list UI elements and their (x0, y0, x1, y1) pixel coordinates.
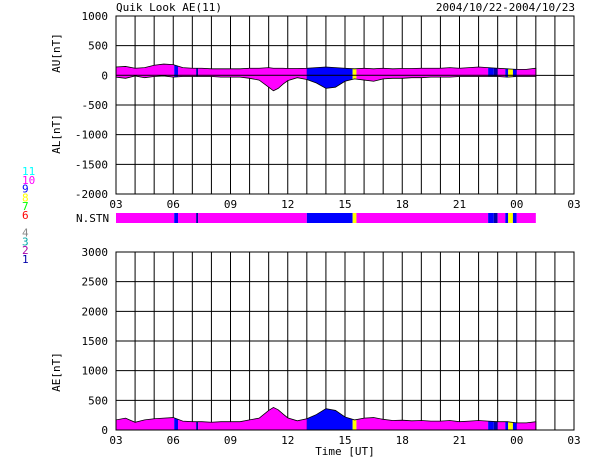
au-al-panel-grid (115, 15, 575, 195)
au-al-area-segment (508, 64, 513, 76)
station-count-band (116, 213, 536, 223)
au-al-ytick-label: -1500 (75, 158, 108, 171)
au-al-area-segment (512, 64, 517, 76)
au-al-ytick-label: 1000 (82, 10, 109, 23)
station-band-segment (516, 213, 536, 223)
ae-ytick-label: 3000 (82, 246, 109, 259)
legend-station-10: 10 (22, 174, 35, 187)
au-al-area-segment (488, 64, 494, 76)
au-al-ytick-label: 500 (88, 40, 108, 53)
au-al-series-outline-1 (115, 74, 537, 92)
au-al-frame (115, 15, 575, 195)
ae-ytick-label: 1000 (82, 365, 109, 378)
ae-xtick-label: 06 (167, 434, 180, 447)
station-band-segment (493, 213, 498, 223)
au-al-ytick-label: -1000 (75, 129, 108, 142)
legend-station-5: 5 (22, 218, 29, 231)
au-al-xtick-label: 00 (510, 198, 523, 211)
station-band-segment (116, 213, 175, 223)
station-count-label: N.STN (76, 212, 109, 225)
ae-ytick-label: 2000 (82, 305, 109, 318)
ae-xtick-label: 12 (281, 434, 294, 447)
legend-station-2: 2 (22, 244, 29, 257)
date-range: 2004/10/22-2004/10/23 (436, 1, 575, 14)
station-band-segment (497, 213, 506, 223)
au-al-area-segment (178, 64, 197, 76)
ae-ytick-label: 500 (88, 394, 108, 407)
au-al-xtick-label: 09 (224, 198, 237, 211)
au-al-ytick-label: 0 (101, 69, 108, 82)
legend-station-8: 8 (22, 191, 29, 204)
au-al-xtick-label: 21 (453, 198, 466, 211)
au-al-xtick-label: 03 (109, 198, 122, 211)
ae-panel-grid (115, 251, 575, 431)
au-al-area-segment (352, 64, 357, 76)
au-al-area-segment (497, 64, 506, 76)
station-band-segment (198, 213, 307, 223)
station-band-segment (505, 213, 509, 223)
au-al-area-segment (505, 64, 509, 76)
ae-xtick-label: 03 (109, 434, 122, 447)
ae-xtick-label: 00 (510, 434, 523, 447)
chart-title: Quik Look AE(11) (116, 1, 222, 14)
ae-ytick-label: 1500 (82, 335, 109, 348)
au-al-panel-frame (115, 15, 575, 195)
ae-axis-label: AE[nT] (50, 352, 63, 392)
ae-xtick-label: 18 (396, 434, 409, 447)
au-al-area-segment (198, 64, 307, 76)
ae-ytick-label: 2500 (82, 276, 109, 289)
au-al-area-segment (306, 64, 353, 76)
station-band-segment (174, 213, 179, 223)
legend-station-9: 9 (22, 183, 29, 196)
au-al-ytick-label: -2000 (75, 188, 108, 201)
au-al-ytick-label: -500 (82, 99, 109, 112)
ae-ytick-label: 0 (101, 424, 108, 437)
station-band-segment (196, 213, 199, 223)
legend-station-11: 11 (22, 165, 35, 178)
legend-station-1: 1 (22, 253, 29, 266)
au-al-area-segment (493, 64, 498, 76)
au-al-xtick-label: 18 (396, 198, 409, 211)
au-al-xtick-label: 06 (167, 198, 180, 211)
al-axis-label: AL[nT] (50, 114, 63, 154)
ae-xtick-label: 03 (567, 434, 580, 447)
station-band-segment (488, 213, 494, 223)
au-al-xtick-label: 15 (338, 198, 351, 211)
station-band-segment (508, 213, 513, 223)
station-band-segment (352, 213, 357, 223)
station-band-segment (178, 213, 197, 223)
au-al-area-segment (174, 64, 179, 76)
station-band-segment (356, 213, 489, 223)
legend-station-3: 3 (22, 235, 29, 248)
au-al-area-segment (196, 64, 199, 76)
au-al-series-outline-0 (115, 63, 537, 76)
au-al-xtick-label: 03 (567, 198, 580, 211)
legend-station-7: 7 (22, 200, 29, 213)
station-band-segment (306, 213, 353, 223)
ae-xtick-label: 21 (453, 434, 466, 447)
legend-station-4: 4 (22, 227, 29, 240)
ae-frame (115, 251, 575, 431)
station-band-segment (512, 213, 517, 223)
ae-xtick-label: 15 (338, 434, 351, 447)
ae-xtick-label: 09 (224, 434, 237, 447)
x-axis-label: Time [UT] (315, 445, 375, 458)
ae-panel-frame (115, 251, 575, 431)
au-al-xtick-label: 12 (281, 198, 294, 211)
au-al-area-segment (356, 64, 489, 76)
ae-series-outline-0 (115, 406, 537, 431)
au-axis-label: AU[nT] (50, 33, 63, 73)
legend-station-6: 6 (22, 209, 29, 222)
au-al-area-segment (116, 64, 175, 76)
